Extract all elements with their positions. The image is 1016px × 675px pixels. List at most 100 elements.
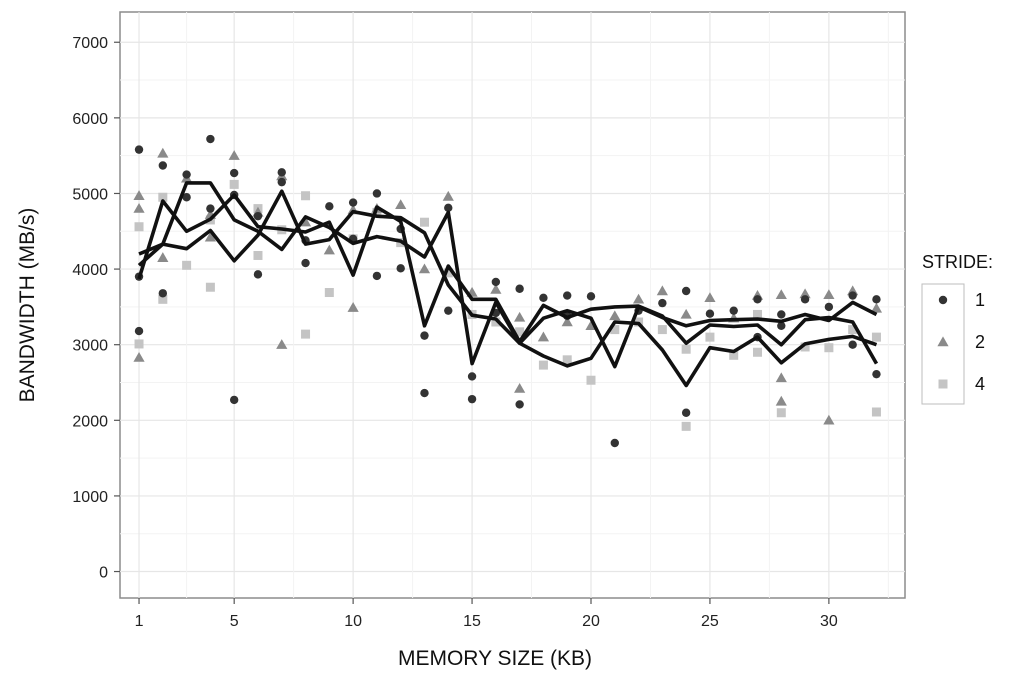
data-point-stride-4 bbox=[681, 344, 691, 354]
data-point-stride-1 bbox=[563, 291, 572, 300]
data-point-stride-1 bbox=[277, 177, 286, 187]
data-point-stride-2 bbox=[299, 216, 312, 227]
data-point-stride-4 bbox=[848, 325, 858, 335]
x-tick-label: 25 bbox=[701, 613, 719, 630]
data-point-stride-2 bbox=[442, 190, 454, 201]
legend-label: 1 bbox=[975, 290, 985, 310]
data-point-stride-1 bbox=[420, 388, 429, 398]
y-tick-label: 6000 bbox=[72, 111, 108, 128]
data-point-stride-1 bbox=[158, 289, 168, 298]
x-tick-label: 5 bbox=[230, 613, 239, 630]
data-point-stride-2 bbox=[823, 414, 835, 425]
data-point-stride-4 bbox=[134, 339, 144, 349]
legend-title: STRIDE: bbox=[922, 252, 993, 272]
data-point-stride-2 bbox=[823, 289, 835, 299]
x-tick-label: 20 bbox=[582, 613, 600, 630]
x-tick-label: 1 bbox=[135, 613, 144, 630]
data-point-stride-4 bbox=[229, 179, 239, 189]
data-point-stride-4 bbox=[538, 360, 548, 370]
data-point-stride-1 bbox=[800, 295, 810, 304]
data-point-stride-2 bbox=[799, 288, 811, 299]
data-point-stride-4 bbox=[205, 282, 215, 292]
data-point-stride-1 bbox=[444, 306, 453, 315]
data-point-stride-1 bbox=[467, 372, 477, 381]
data-point-stride-1 bbox=[348, 198, 358, 207]
data-point-stride-1 bbox=[467, 394, 477, 404]
legend-label: 2 bbox=[975, 332, 985, 352]
data-point-stride-1 bbox=[182, 170, 191, 179]
y-tick-label: 5000 bbox=[72, 186, 108, 203]
data-point-stride-2 bbox=[228, 150, 240, 160]
data-point-stride-1 bbox=[444, 203, 453, 213]
data-point-stride-1 bbox=[848, 291, 857, 300]
data-point-stride-1 bbox=[872, 369, 881, 379]
data-point-stride-4 bbox=[324, 288, 334, 298]
data-point-stride-2 bbox=[133, 190, 145, 200]
data-point-stride-1 bbox=[396, 264, 405, 273]
data-point-stride-4 bbox=[729, 350, 739, 360]
data-point-stride-1 bbox=[586, 292, 596, 301]
data-point-stride-1 bbox=[372, 189, 382, 198]
data-point-stride-4 bbox=[301, 329, 311, 339]
x-tick-label: 10 bbox=[344, 613, 362, 630]
data-point-stride-4 bbox=[443, 268, 453, 278]
data-point-stride-2 bbox=[775, 395, 787, 406]
grid-lines bbox=[120, 12, 905, 598]
data-point-stride-4 bbox=[871, 332, 881, 342]
data-point-stride-1 bbox=[420, 331, 429, 340]
legend: STRIDE: 1 2 4 bbox=[921, 252, 993, 405]
x-tick-label: 30 bbox=[820, 613, 838, 630]
data-point-stride-1 bbox=[539, 293, 548, 303]
plot-panel bbox=[119, 11, 906, 599]
y-tick-label: 7000 bbox=[72, 35, 108, 52]
y-axis-title: BANDWIDTH (MB/s) bbox=[16, 208, 39, 403]
data-point-stride-1 bbox=[753, 295, 762, 304]
data-point-stride-2 bbox=[514, 311, 526, 322]
data-point-stride-2 bbox=[418, 263, 431, 274]
data-point-stride-1 bbox=[824, 302, 834, 312]
data-point-stride-2 bbox=[204, 231, 216, 242]
data-point-stride-2 bbox=[157, 252, 169, 262]
data-point-stride-4 bbox=[657, 325, 667, 335]
data-point-stride-1 bbox=[325, 202, 334, 211]
data-point-stride-1 bbox=[872, 295, 881, 304]
data-point-stride-2 bbox=[514, 382, 526, 393]
data-point-stride-1 bbox=[729, 306, 738, 315]
data-point-stride-2 bbox=[157, 147, 169, 158]
data-point-stride-2 bbox=[870, 302, 883, 313]
data-point-stride-2 bbox=[775, 372, 787, 383]
data-point-stride-4 bbox=[134, 222, 144, 232]
data-point-stride-2 bbox=[537, 331, 550, 342]
data-point-stride-4 bbox=[182, 260, 192, 270]
series-lines bbox=[137, 181, 879, 388]
data-point-stride-1 bbox=[158, 161, 168, 170]
data-point-stride-2 bbox=[347, 302, 359, 312]
data-point-stride-1 bbox=[277, 168, 286, 177]
legend-marker-stride-1 bbox=[938, 295, 948, 305]
data-point-stride-2 bbox=[395, 199, 407, 210]
data-point-stride-2 bbox=[490, 283, 502, 294]
data-point-stride-4 bbox=[610, 325, 620, 335]
data-point-stride-2 bbox=[656, 285, 668, 296]
data-point-stride-4 bbox=[681, 421, 691, 431]
data-point-stride-1 bbox=[253, 211, 263, 221]
data-point-stride-1 bbox=[134, 326, 144, 336]
data-point-stride-4 bbox=[301, 191, 311, 201]
legend-label: 4 bbox=[975, 374, 985, 394]
data-point-stride-4 bbox=[586, 375, 596, 385]
y-tick-label: 0 bbox=[99, 565, 108, 582]
data-point-stride-1 bbox=[848, 340, 857, 349]
data-point-stride-2 bbox=[775, 289, 787, 299]
data-point-stride-4 bbox=[562, 355, 572, 365]
data-point-stride-4 bbox=[705, 332, 715, 342]
legend-marker-stride-2 bbox=[937, 336, 949, 347]
data-point-stride-1 bbox=[206, 204, 215, 213]
data-point-stride-4 bbox=[419, 217, 429, 227]
data-point-stride-2 bbox=[133, 351, 145, 362]
data-point-stride-4 bbox=[776, 408, 786, 418]
y-tick-label: 3000 bbox=[72, 338, 108, 355]
data-point-stride-4 bbox=[753, 347, 763, 357]
data-point-stride-2 bbox=[609, 310, 621, 321]
